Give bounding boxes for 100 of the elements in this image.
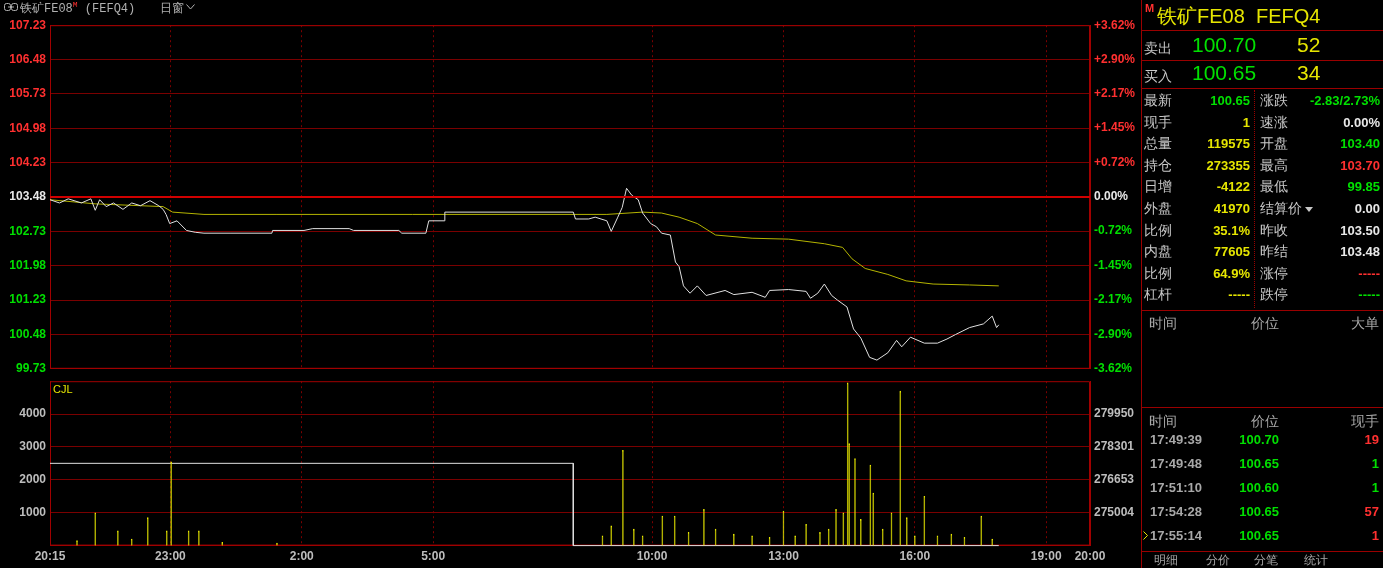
y2-tick-label: +2.17% bbox=[1094, 86, 1136, 101]
text: 日增 bbox=[1144, 178, 1172, 197]
text: 17:55:14 bbox=[1150, 528, 1203, 543]
y-tick-label: 101.98 bbox=[9, 258, 47, 273]
x-tick-label: 16:00 bbox=[899, 549, 931, 564]
y-tick-label: 105.73 bbox=[9, 86, 47, 101]
text: 35.1% bbox=[1213, 222, 1250, 238]
text: 19 bbox=[1364, 432, 1379, 447]
y-tick-label: 99.73 bbox=[15, 361, 47, 376]
text: 64.9% bbox=[1213, 265, 1250, 281]
y-tick-label: 4000 bbox=[19, 406, 47, 421]
text: 涨停 bbox=[1260, 264, 1288, 283]
text: 273355 bbox=[1206, 157, 1250, 173]
text: 总量 bbox=[1144, 135, 1172, 154]
y-tick-label: 1000 bbox=[19, 505, 47, 520]
y2-tick-label: -0.72% bbox=[1094, 223, 1133, 238]
text: 持仓 bbox=[1144, 156, 1172, 175]
x-tick-label: 13:00 bbox=[768, 549, 800, 564]
chart-title: 铁矿FE08$^{M}$ (FEFQ4) bbox=[20, 0, 136, 17]
y2-tick-label: +1.45% bbox=[1094, 120, 1136, 135]
text: 100.60 bbox=[1239, 480, 1279, 495]
text: 103.70 bbox=[1340, 157, 1380, 173]
text: 100.65 bbox=[1210, 93, 1250, 108]
text: 杠杆 bbox=[1144, 286, 1172, 305]
y2-tick-label: -2.90% bbox=[1094, 326, 1133, 341]
text: ----- bbox=[1358, 265, 1380, 281]
text: 昨收 bbox=[1260, 221, 1288, 240]
y2-tick-label: 279950 bbox=[1094, 406, 1135, 421]
text: 100.65 bbox=[1239, 504, 1279, 519]
text: 明细 bbox=[1154, 552, 1178, 568]
text: 1 bbox=[1371, 528, 1379, 543]
text: 比例 bbox=[1144, 264, 1172, 283]
y2-tick-label: 0.00% bbox=[1094, 189, 1129, 204]
text: 现手 bbox=[1144, 113, 1172, 132]
text: 1 bbox=[1242, 114, 1250, 130]
y2-tick-label: -3.62% bbox=[1094, 361, 1133, 376]
text: 时间 bbox=[1149, 315, 1177, 333]
text: 卖出 bbox=[1144, 40, 1172, 58]
text: 涨跌 bbox=[1260, 92, 1288, 110]
text: 100.65 bbox=[1239, 528, 1279, 543]
text: 内盘 bbox=[1144, 243, 1172, 262]
text: 开盘 bbox=[1260, 135, 1288, 154]
text: 外盘 bbox=[1144, 200, 1172, 218]
y-tick-label: 101.23 bbox=[9, 292, 47, 307]
text: ----- bbox=[1228, 287, 1250, 303]
text: 103.50 bbox=[1340, 222, 1380, 238]
y-tick-label: 104.98 bbox=[9, 120, 47, 135]
y2-tick-label: 275004 bbox=[1094, 505, 1135, 520]
text: 17:51:10 bbox=[1150, 480, 1203, 495]
text: 34 bbox=[1297, 61, 1321, 85]
text: 买入 bbox=[1144, 68, 1172, 86]
text: 100.65 bbox=[1192, 61, 1257, 85]
y-tick-label: 106.48 bbox=[9, 51, 47, 66]
text: 99.85 bbox=[1347, 179, 1380, 195]
text: 比例 bbox=[1144, 221, 1172, 240]
text: 铁矿FE08 FEFQ4 bbox=[1157, 4, 1321, 29]
text: -2.83/2.73% bbox=[1309, 93, 1380, 108]
y-tick-label: 104.23 bbox=[9, 154, 47, 169]
y2-tick-label: -2.17% bbox=[1094, 292, 1133, 307]
y2-tick-label: 278301 bbox=[1094, 439, 1135, 454]
text: 日窗 bbox=[160, 0, 184, 17]
y2-tick-label: 276653 bbox=[1094, 472, 1135, 487]
text: 速涨 bbox=[1260, 113, 1288, 132]
text: 57 bbox=[1364, 504, 1379, 519]
text: ----- bbox=[1358, 287, 1380, 303]
text: 41970 bbox=[1213, 201, 1250, 216]
y2-tick-label: +3.62% bbox=[1094, 17, 1136, 32]
y-tick-label: 102.73 bbox=[9, 223, 47, 238]
text: 1 bbox=[1371, 456, 1379, 471]
text: 跌停 bbox=[1260, 286, 1288, 305]
text: 现手 bbox=[1351, 413, 1379, 431]
text: 分笔 bbox=[1254, 552, 1278, 568]
text: 时间 bbox=[1149, 413, 1177, 431]
text: 价位 bbox=[1251, 413, 1279, 431]
text: 0.00 bbox=[1354, 201, 1380, 216]
y-tick-label: 2000 bbox=[19, 472, 47, 487]
text: 100.70 bbox=[1239, 432, 1279, 447]
text: 100.65 bbox=[1239, 456, 1279, 471]
text: 0.00% bbox=[1343, 114, 1380, 130]
text: 77605 bbox=[1213, 244, 1250, 260]
text: 100.70 bbox=[1192, 33, 1257, 57]
x-tick-label: 5:00 bbox=[421, 549, 446, 564]
text: 最高 bbox=[1260, 156, 1288, 175]
y2-tick-label: -1.45% bbox=[1094, 258, 1133, 273]
y-tick-label: 100.48 bbox=[9, 326, 47, 341]
text: 大单 bbox=[1351, 315, 1379, 333]
y-tick-label: 107.23 bbox=[9, 17, 47, 32]
text: 最低 bbox=[1260, 178, 1288, 197]
x-tick-label: 23:00 bbox=[155, 549, 187, 564]
text: 分价 bbox=[1206, 552, 1230, 568]
y2-tick-label: +2.90% bbox=[1094, 51, 1136, 66]
x-tick-label: 20:00 bbox=[1074, 549, 1106, 564]
text: 103.40 bbox=[1340, 136, 1380, 152]
y2-tick-label: +0.72% bbox=[1094, 155, 1136, 170]
x-tick-label: 2:00 bbox=[289, 549, 315, 564]
text: 119575 bbox=[1207, 136, 1250, 152]
x-tick-label: 10:00 bbox=[636, 549, 668, 564]
text: 最新 bbox=[1144, 92, 1172, 110]
text: 52 bbox=[1297, 33, 1321, 57]
text: 统计 bbox=[1304, 552, 1328, 568]
